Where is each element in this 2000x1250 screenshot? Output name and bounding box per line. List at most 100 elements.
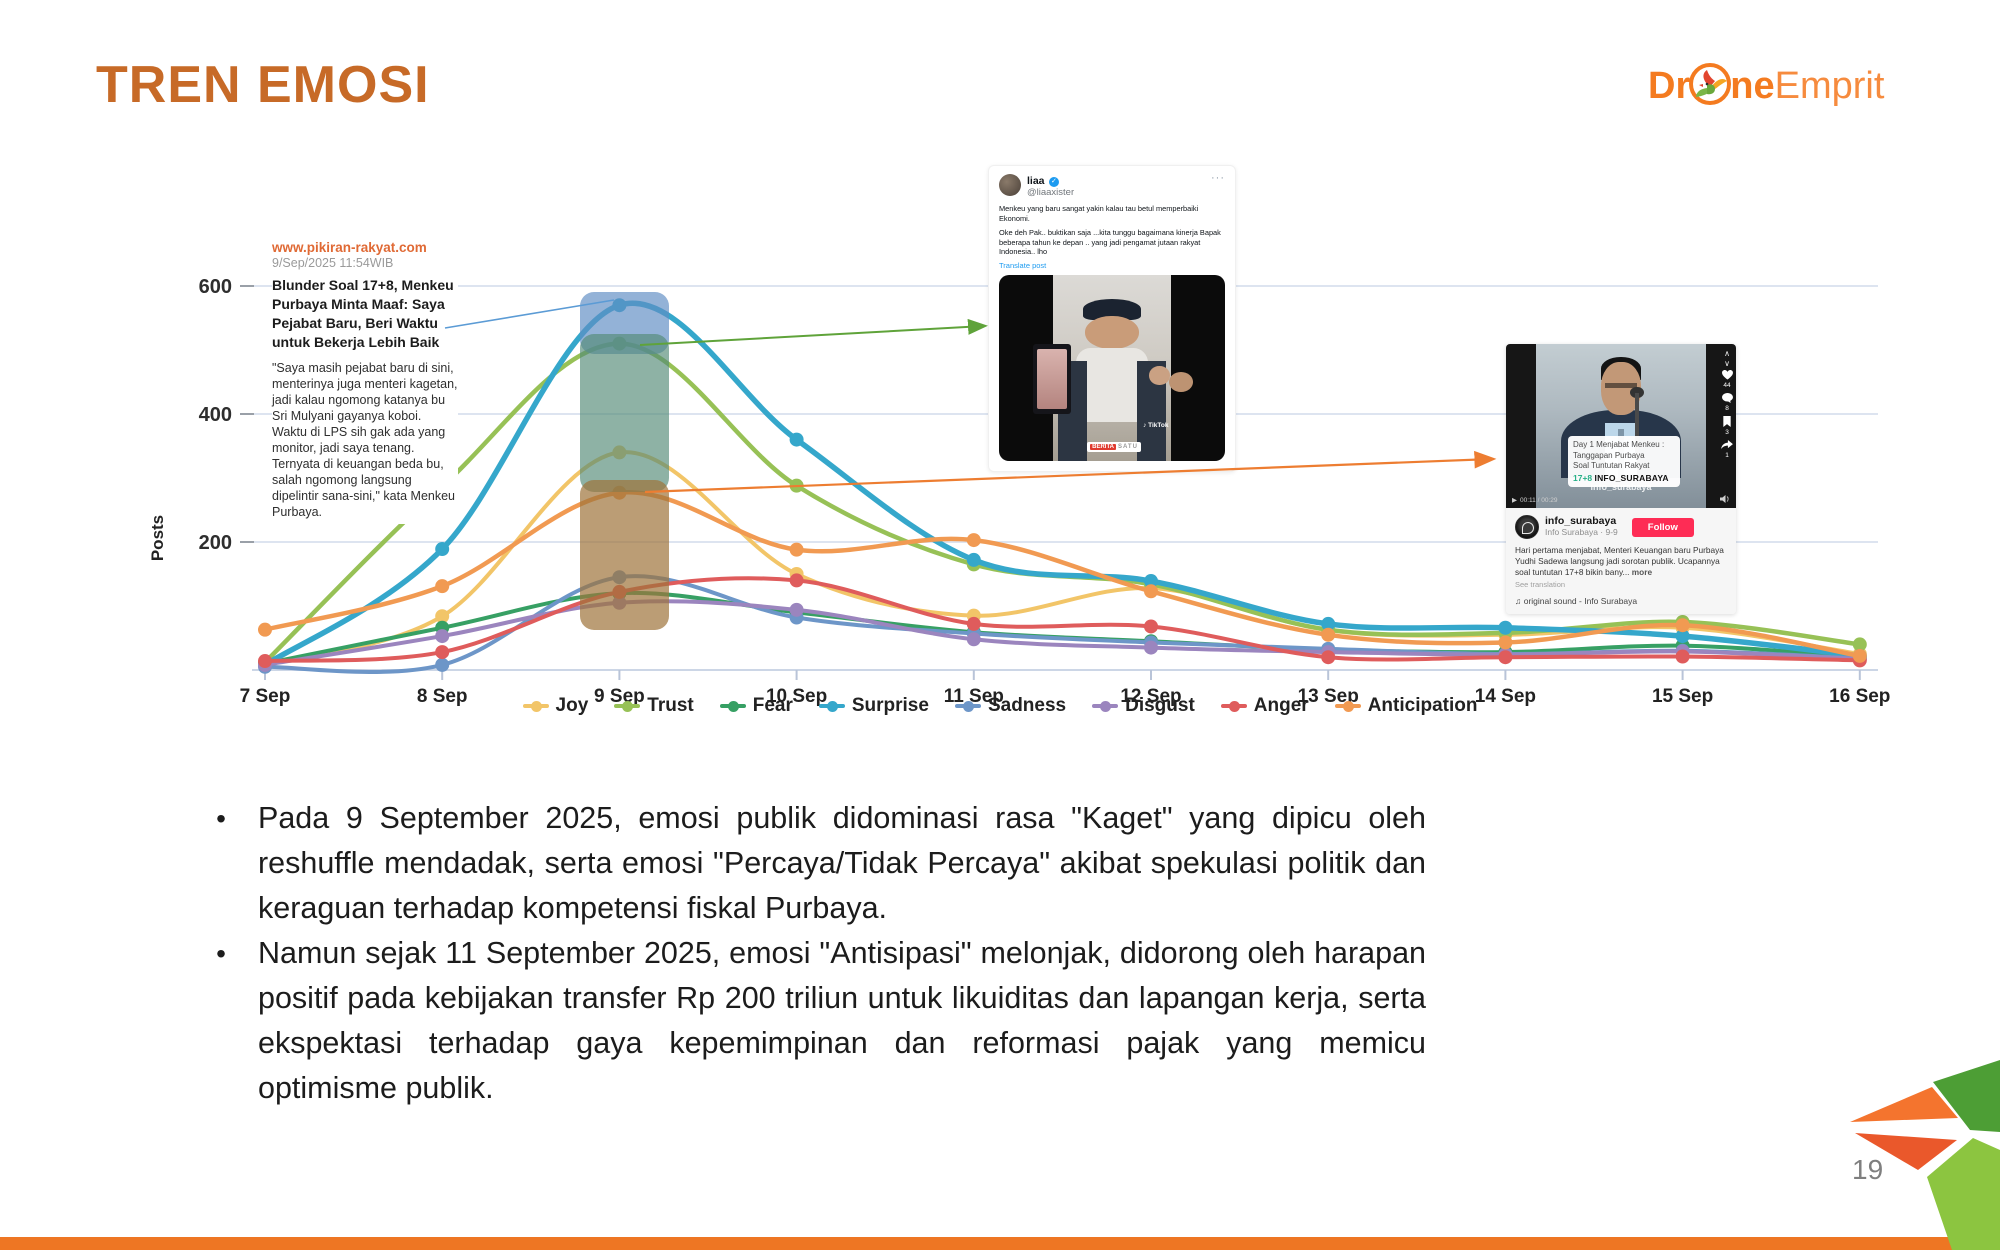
legend-marker-icon — [818, 700, 845, 712]
legend-item-disgust: Disgust — [1092, 695, 1195, 717]
legend-label: Joy — [555, 695, 589, 716]
legend-label: Sadness — [987, 695, 1067, 716]
data-point-anger — [258, 654, 272, 669]
data-point-disgust — [435, 629, 450, 644]
data-point-anticipation — [1675, 618, 1690, 633]
bookmark-count: 3 — [1725, 429, 1729, 436]
x-tick-label: 12 Sep — [1120, 686, 1181, 707]
tweet-more-menu-icon[interactable]: ··· — [1211, 172, 1225, 184]
legend-label: Fear — [752, 695, 793, 716]
tweet-avatar — [999, 174, 1021, 196]
tag-handle: INFO_SURABAYA — [1594, 472, 1669, 483]
series-line-surprise — [262, 300, 1863, 668]
microphone-stand — [1634, 393, 1640, 459]
bullet-text-1: Pada 9 September 2025, emosi publik dido… — [258, 801, 1426, 925]
news-source-link[interactable]: www.pikiran-rakyat.com — [272, 240, 427, 255]
data-point-disgust — [1144, 640, 1158, 655]
bullet-marker: • — [216, 803, 226, 834]
legend-marker-icon — [954, 700, 981, 712]
y-tick-label: 600 — [199, 276, 232, 298]
logo-text-emprit: Emprit — [1774, 64, 1885, 107]
berita-satu-mic-flag: BERITA SATU — [1087, 441, 1141, 452]
logo-text-dr: Dr — [1648, 64, 1691, 107]
caption-line: Day 1 Menjabat Menkeu : — [1573, 440, 1665, 449]
video-controls[interactable]: ▶ 00:11 / 00:29 — [1512, 495, 1730, 505]
legend-marker-icon — [1334, 700, 1361, 712]
legend-label: Anticipation — [1367, 695, 1478, 716]
account-username[interactable]: info_surabaya — [1545, 515, 1617, 527]
chevron-down-icon[interactable]: ∨ — [1724, 359, 1730, 368]
purbaya-glasses — [1604, 383, 1638, 389]
speaker-icon[interactable] — [1720, 495, 1730, 505]
like-count: 44 — [1723, 382, 1731, 389]
verified-badge-icon: ✓ — [1048, 177, 1059, 187]
y-tick-label: 200 — [199, 532, 232, 554]
data-point-anticipation — [966, 533, 981, 548]
data-point-anger — [435, 645, 450, 660]
tag-17-8: 17+8 — [1573, 472, 1593, 483]
summary-bullets: • Pada 9 September 2025, emosi publik di… — [208, 796, 1426, 1111]
data-point-anger — [1144, 619, 1158, 634]
chevron-up-icon[interactable]: ∧ — [1724, 349, 1730, 358]
like-heart-icon[interactable] — [1721, 370, 1733, 380]
bullet-marker: • — [216, 938, 226, 969]
data-point-anticipation — [1321, 627, 1336, 642]
bullet-item: • Namun sejak 11 September 2025, emosi "… — [208, 931, 1426, 1111]
tiktok-video[interactable]: Day 1 Menjabat Menkeu : Tanggapan Purbay… — [1506, 344, 1736, 508]
chart-legend: Joy Trust Fear Surprise Sadness Disgust Anger A… — [0, 695, 2000, 717]
phone-recording — [1032, 343, 1072, 415]
droneemprit-logo: Dr ne Emprit — [1648, 58, 1884, 114]
bookmark-icon[interactable] — [1722, 416, 1732, 427]
legend-item-joy: Joy — [522, 695, 589, 717]
tweet-video[interactable]: BERITA SATU ♪ TikTok — [999, 274, 1225, 461]
tiktok-embed[interactable]: Day 1 Menjabat Menkeu : Tanggapan Purbay… — [1506, 344, 1736, 614]
data-point-anger — [966, 616, 981, 631]
legend-item-surprise: Surprise — [818, 695, 929, 717]
legend-marker-icon — [1092, 700, 1119, 712]
data-point-disgust — [966, 632, 981, 647]
logo-bird-icon — [1689, 61, 1732, 112]
bullet-item: • Pada 9 September 2025, emosi publik di… — [208, 796, 1426, 931]
data-point-anger — [1675, 649, 1690, 664]
data-point-surprise — [1675, 629, 1690, 644]
comment-icon[interactable] — [1721, 393, 1733, 403]
follow-button[interactable]: Follow — [1631, 517, 1694, 537]
legend-item-anticipation: Anticipation — [1334, 695, 1478, 717]
tiktok-info-card: info_surabaya Info Surabaya · 9-9 Follow… — [1506, 508, 1736, 614]
data-point-joy — [435, 609, 450, 624]
legend-marker-icon — [614, 700, 641, 712]
data-point-surprise — [966, 552, 981, 567]
tiktok-action-rail: ∧ ∨ 44 8 3 1 — [1721, 350, 1733, 461]
emotion-trend-chart: 600 400 200 7 Sep 8 Sep 9 Sep 10 Sep 11 Sep 12 S… — [0, 140, 2000, 760]
x-tick-label: 8 Sep — [417, 686, 468, 707]
tiktok-watermark: ♪ TikTok — [1143, 422, 1169, 430]
y-tick-label: 400 — [199, 404, 232, 426]
data-point-anticipation — [1498, 635, 1513, 650]
legend-marker-icon — [1220, 700, 1247, 712]
see-translation-link[interactable]: See translation — [1515, 580, 1566, 589]
bullet-text-2: Namun sejak 11 September 2025, emosi "An… — [258, 936, 1426, 1105]
account-subtitle: Info Surabaya · 9-9 — [1545, 527, 1618, 537]
video-caption-card: Day 1 Menjabat Menkeu : Tanggapan Purbay… — [1568, 436, 1680, 487]
data-point-surprise — [789, 432, 804, 447]
logo-text-ne: ne — [1730, 64, 1775, 107]
account-avatar[interactable] — [1515, 515, 1539, 539]
caption-line: Tanggapan Purbaya — [1573, 450, 1645, 460]
translate-post-link[interactable]: Translate post — [999, 260, 1047, 270]
x-tick-label: 11 Sep — [944, 686, 1004, 707]
tweet-text-2: Oke deh Pak.. buktikan saja ...kita tung… — [999, 228, 1221, 257]
legend-label: Anger — [1253, 695, 1309, 716]
more-link[interactable]: more — [1631, 567, 1653, 577]
page-number: 19 — [1852, 1154, 1884, 1185]
x-tick-label: 14 Sep — [1475, 686, 1536, 707]
data-point-anticipation — [258, 622, 272, 637]
corner-decoration — [1850, 1060, 2000, 1250]
play-icon[interactable]: ▶ — [1512, 497, 1517, 504]
page-title: TREN EMOSI — [96, 56, 430, 114]
news-datetime: 9/Sep/2025 11:54WIB — [272, 256, 394, 270]
tweet-embed[interactable]: liaa ✓ @liaaxister ··· Menkeu yang baru … — [988, 165, 1236, 472]
x-tick-label: 10 Sep — [766, 686, 827, 707]
share-icon[interactable] — [1721, 440, 1733, 450]
data-point-anticipation — [1144, 584, 1158, 599]
